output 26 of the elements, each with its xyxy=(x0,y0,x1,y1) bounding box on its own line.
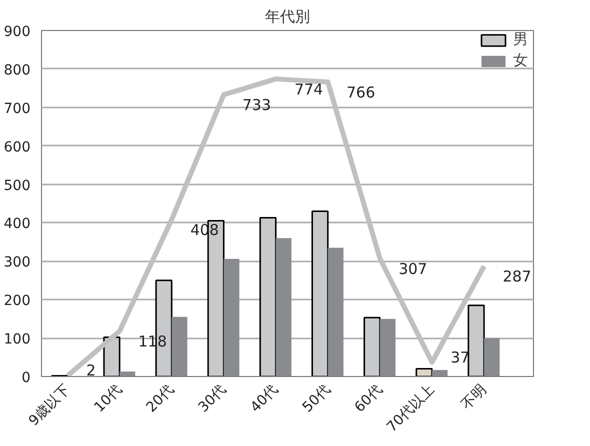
y-tick-label: 800 xyxy=(4,62,31,78)
chart-title: 年代別 xyxy=(265,8,310,26)
x-tick-label: 20代 xyxy=(144,382,178,416)
y-tick-label: 700 xyxy=(4,100,31,117)
legend-label: 女 xyxy=(513,51,529,70)
y-tick-label: 900 xyxy=(4,24,31,40)
y-tick-label: 200 xyxy=(4,293,31,310)
y-tick-label: 100 xyxy=(4,332,31,348)
y-tick-label: 400 xyxy=(4,216,31,232)
data-label: 766 xyxy=(346,84,376,102)
y-tick-label: 500 xyxy=(4,178,31,194)
x-tick-label: 70代以上 xyxy=(384,382,438,436)
x-tick-label: 不明 xyxy=(458,382,490,413)
y-tick-label: 300 xyxy=(4,254,31,271)
x-tick-label: 50代 xyxy=(300,382,334,416)
data-label: 774 xyxy=(294,80,324,98)
data-label: 307 xyxy=(398,260,428,278)
y-tick-label: 600 xyxy=(4,139,31,156)
legend-label: 男 xyxy=(513,30,529,49)
x-tick-label: 30代 xyxy=(196,382,230,416)
x-tick-label: 40代 xyxy=(248,382,282,416)
data-label: 287 xyxy=(502,268,532,286)
data-label: 2 xyxy=(86,362,96,380)
x-tick-label: 10代 xyxy=(91,382,126,416)
data-label: 733 xyxy=(242,96,272,114)
x-tick-label: 60代 xyxy=(352,382,386,416)
